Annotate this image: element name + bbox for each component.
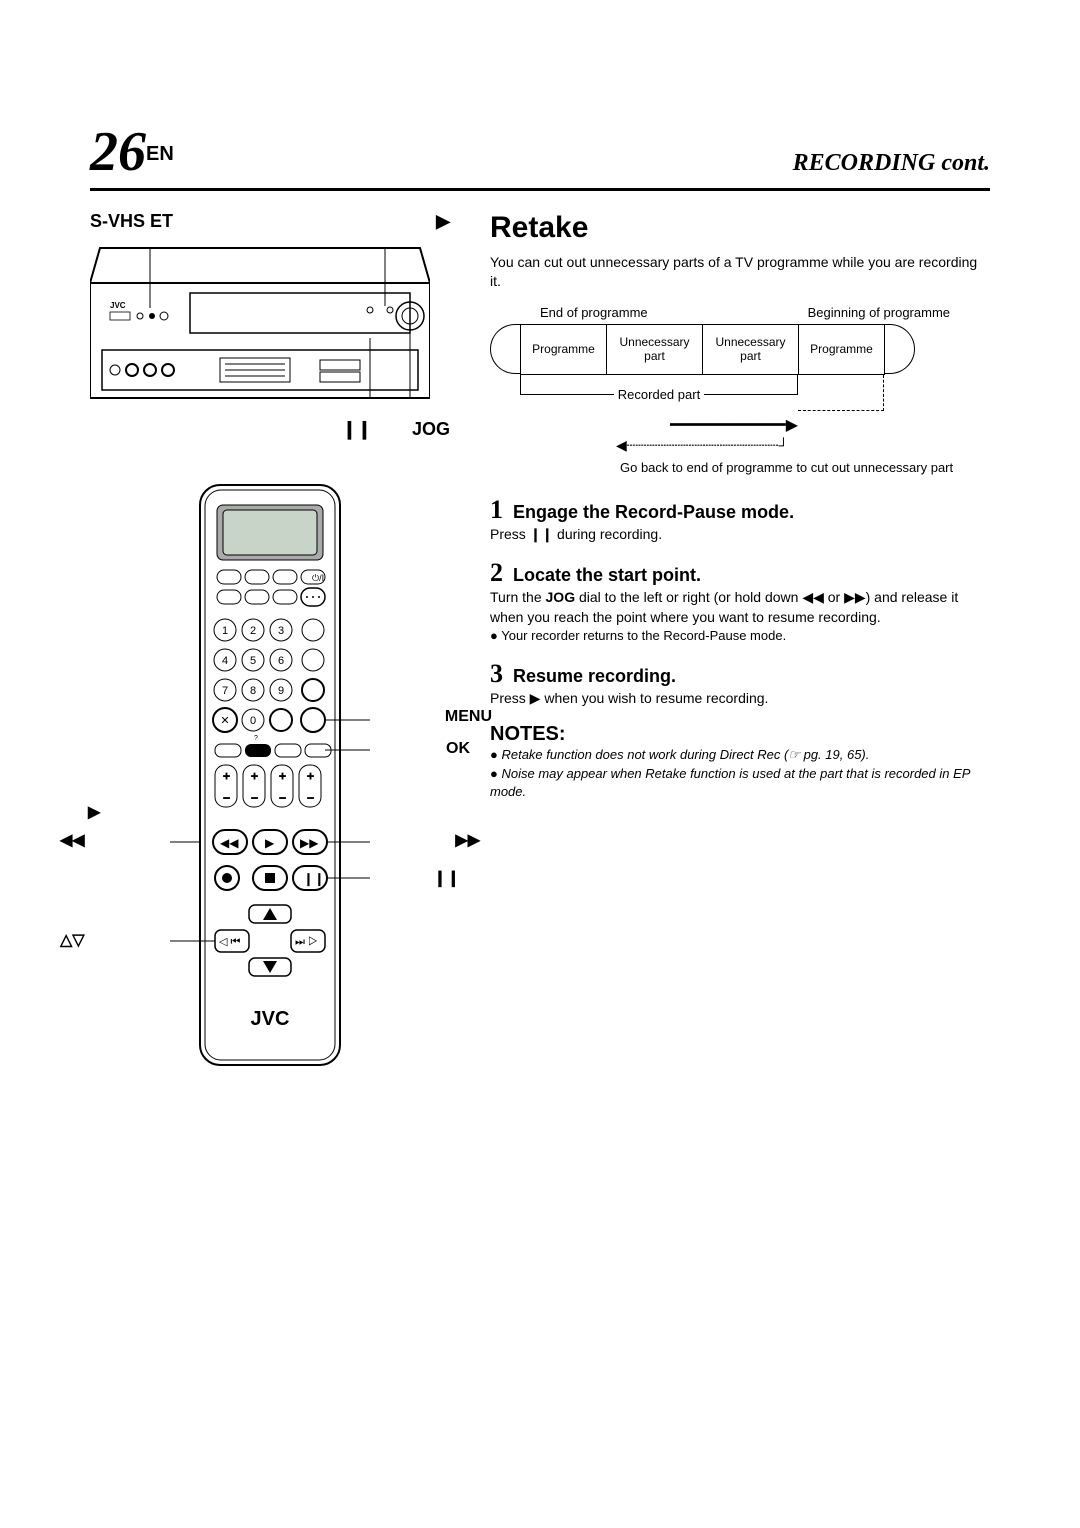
callout-updown: △▽ xyxy=(60,930,85,950)
callout-ff: ▶▶ xyxy=(455,830,480,850)
page-number-suffix: EN xyxy=(146,143,174,165)
diag-label-end: End of programme xyxy=(540,305,648,320)
svg-text:1: 1 xyxy=(222,625,228,637)
step-num: 3 xyxy=(490,659,503,689)
svg-text:?: ? xyxy=(254,735,258,742)
intro-text: You can cut out unnecessary parts of a T… xyxy=(490,253,990,291)
main-title: Retake xyxy=(490,211,990,245)
vcr-label-svhset: S-VHS ET xyxy=(90,211,173,232)
svg-text:JVC: JVC xyxy=(110,301,126,310)
step-title: Locate the start point. xyxy=(513,565,701,586)
step-title: Engage the Record-Pause mode. xyxy=(513,502,794,523)
svg-text:9: 9 xyxy=(278,685,284,697)
svg-text:▶▶: ▶▶ xyxy=(300,836,319,850)
svg-text:◀◀: ◀◀ xyxy=(220,836,239,850)
step-num: 1 xyxy=(490,495,503,525)
diag-recorded: Recorded part xyxy=(614,387,704,402)
svg-text:+: + xyxy=(307,769,314,783)
svg-text:5: 5 xyxy=(250,655,256,667)
svg-text:◁ ⏮: ◁ ⏮ xyxy=(219,936,241,948)
notes-heading: NOTES: xyxy=(490,723,990,746)
diag-caption: Go back to end of programme to cut out u… xyxy=(490,460,990,477)
section-title: RECORDING cont. xyxy=(793,150,990,177)
svg-text:✕: ✕ xyxy=(220,715,229,727)
svg-text:7: 7 xyxy=(222,685,228,697)
step-title: Resume recording. xyxy=(513,666,676,687)
svg-text:−: − xyxy=(307,791,314,805)
step-bullet: Your recorder returns to the Record-Paus… xyxy=(490,627,990,645)
svg-text:−: − xyxy=(251,791,258,805)
svg-text:+: + xyxy=(251,769,258,783)
step-body: Press ▶ when you wish to resume recordin… xyxy=(490,689,990,709)
diag-cell: Programme xyxy=(799,324,885,374)
svg-text:8: 8 xyxy=(250,685,256,697)
svg-text:−: − xyxy=(279,791,286,805)
remote-illustration: ⏻/I 1 2 3 4 5 6 xyxy=(165,480,375,1070)
svg-text:❙❙: ❙❙ xyxy=(303,871,325,887)
svg-text:2: 2 xyxy=(250,625,256,637)
diag-cell: Unnecessary part xyxy=(703,324,799,374)
tape-diagram: End of programme Beginning of programme … xyxy=(490,305,990,477)
step-num: 2 xyxy=(490,558,503,588)
page-number-value: 26 xyxy=(90,121,146,183)
svg-text:+: + xyxy=(223,769,230,783)
callout-play: ▶ xyxy=(88,802,100,822)
diag-cell: Unnecessary part xyxy=(607,324,703,374)
svg-text:JVC: JVC xyxy=(251,1008,290,1030)
page-number: 26EN xyxy=(90,120,174,184)
vcr-illustration: JVC xyxy=(90,238,430,408)
callout-pause: ❙❙ xyxy=(433,868,460,888)
svg-text:⏭ ▷: ⏭ ▷ xyxy=(295,936,318,948)
svg-text:6: 6 xyxy=(278,655,284,667)
svg-text:3: 3 xyxy=(278,625,284,637)
pause-icon: ❙❙ xyxy=(342,419,372,440)
step-body: Turn the JOG dial to the left or right (… xyxy=(490,588,990,627)
callout-menu: MENU xyxy=(445,708,492,726)
note-item: Noise may appear when Retake function is… xyxy=(490,765,990,800)
play-icon: ▶ xyxy=(436,211,450,232)
svg-text:4: 4 xyxy=(222,655,228,667)
svg-text:−: − xyxy=(223,791,230,805)
note-item: Retake function does not work during Dir… xyxy=(490,746,990,764)
page-header: 26EN RECORDING cont. xyxy=(90,120,990,191)
svg-text:+: + xyxy=(279,769,286,783)
callout-rew: ◀◀ xyxy=(60,830,85,850)
diag-label-begin: Beginning of programme xyxy=(808,305,950,320)
diag-cell: Programme xyxy=(521,324,607,374)
svg-text:0: 0 xyxy=(250,715,256,727)
svg-text:▶: ▶ xyxy=(265,836,275,850)
step-body: Press ❙❙ during recording. xyxy=(490,525,990,545)
svg-text:⏻/I: ⏻/I xyxy=(312,573,324,583)
jog-label: JOG xyxy=(412,419,450,440)
callout-ok: OK xyxy=(446,740,470,758)
